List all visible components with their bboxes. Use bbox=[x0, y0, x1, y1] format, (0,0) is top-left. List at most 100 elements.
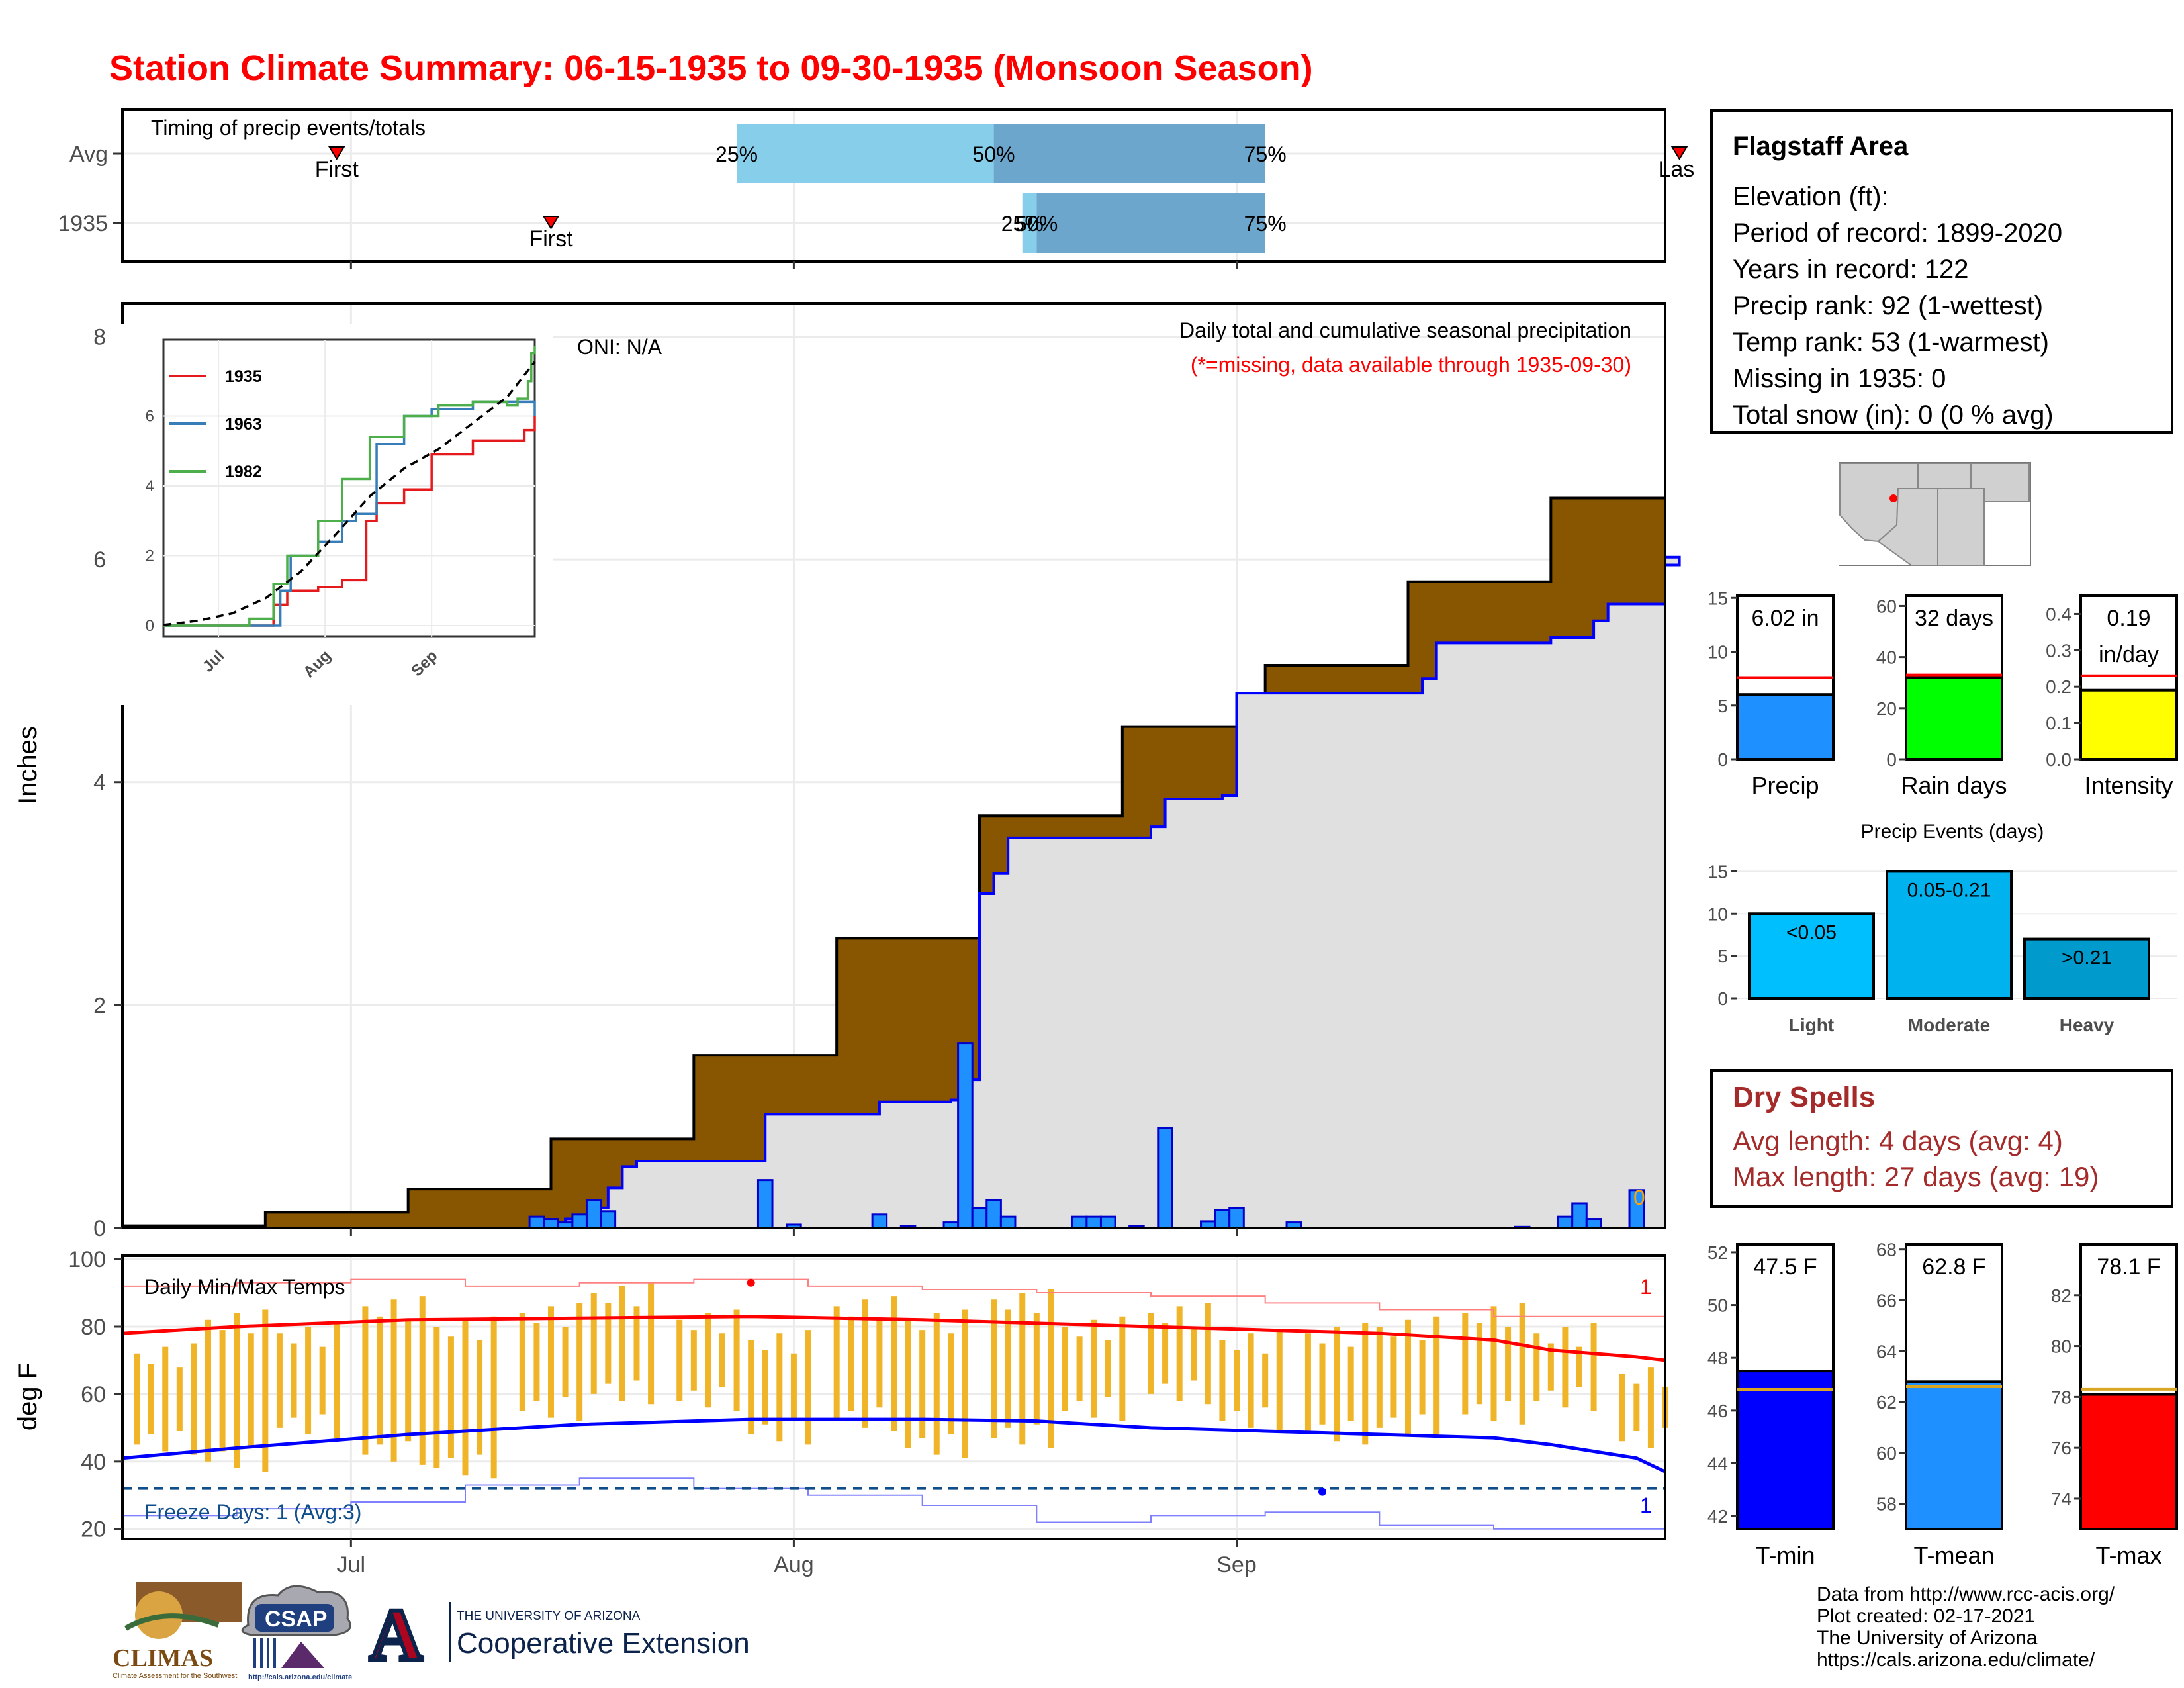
precip-total-value-bar bbox=[1736, 693, 1835, 761]
daily-precip-bar bbox=[1228, 1207, 1245, 1229]
tmean-ytick-label: 68 bbox=[1876, 1240, 1897, 1260]
events-category-label: Heavy bbox=[2060, 1015, 2115, 1035]
intensity-value-bar bbox=[2079, 688, 2178, 761]
month-tick-label: Jul bbox=[337, 1552, 365, 1577]
record-low-count: 1 bbox=[1640, 1493, 1652, 1517]
precip-events-chart: Precip Events (days) <0.05 Light 0.05-0.21 M… bbox=[1707, 821, 2177, 1035]
timing-p25-label: 25% bbox=[1001, 212, 1044, 236]
month-tick-label: Aug bbox=[774, 1552, 814, 1577]
precip-ytick-label: 8 bbox=[93, 324, 106, 350]
climas-logo: CLIMAS Climate Assessment for the Southw… bbox=[113, 1582, 242, 1680]
credit-line: Plot created: 02-17-2021 bbox=[1817, 1605, 2036, 1627]
tmax-value-label: 78.1 F bbox=[2097, 1254, 2160, 1280]
timing-last-label: Last bbox=[1658, 157, 1694, 182]
timing-row-label: 1935 bbox=[58, 211, 108, 236]
daily-precip-bar bbox=[971, 1207, 988, 1229]
daily-precip-bar bbox=[543, 1218, 559, 1229]
precip-frame bbox=[121, 302, 1666, 1229]
intensity-ytick-label: 0.2 bbox=[2046, 677, 2071, 697]
events-title: Precip Events (days) bbox=[1861, 821, 2044, 843]
credits: Data from http://www.rcc-acis.org/ Plot … bbox=[1817, 1583, 2115, 1671]
tmean-ytick-label: 58 bbox=[1876, 1494, 1897, 1515]
inset-ytick-label: 2 bbox=[146, 547, 154, 565]
precip-total-ytick-label: 0 bbox=[1717, 749, 1728, 770]
station-line: Precip rank: 92 (1-wettest) bbox=[1733, 291, 2044, 320]
tmax-ytick-label: 80 bbox=[2051, 1336, 2071, 1357]
daily-precip-bar bbox=[985, 1199, 1002, 1229]
oni-label: ONI: N/A bbox=[577, 335, 662, 359]
ua-logo-bg bbox=[371, 1599, 439, 1662]
record-low-marker bbox=[1318, 1487, 1326, 1496]
credit-line: Data from http://www.rcc-acis.org/ bbox=[1817, 1583, 2115, 1605]
tmax-value-bar bbox=[2079, 1393, 2178, 1530]
credit-line: The University of Arizona bbox=[1817, 1627, 2038, 1649]
station-line: Total snow (in): 0 (0 % avg) bbox=[1733, 400, 2054, 430]
dry-spells-avg: Avg length: 4 days (avg: 4) bbox=[1733, 1125, 2063, 1156]
events-bar-label: <0.05 bbox=[1786, 921, 1837, 943]
events-bar bbox=[1748, 912, 1875, 1000]
ua-name: THE UNIVERSITY OF ARIZONA bbox=[457, 1609, 641, 1623]
intensity-value-label: 0.19 bbox=[2107, 606, 2150, 631]
inset-series-line bbox=[163, 346, 536, 627]
events-category-label: Light bbox=[1789, 1015, 1834, 1035]
dry-spells-box: Dry Spells Avg length: 4 days (avg: 4) M… bbox=[1710, 1069, 2173, 1208]
daily-precip-bar bbox=[756, 1179, 774, 1229]
temp-ytick-label: 60 bbox=[81, 1382, 106, 1407]
station-info-box: Flagstaff Area Elevation (ft): Period of… bbox=[1710, 109, 2173, 434]
intensity-ytick-label: 0.4 bbox=[2046, 604, 2071, 624]
tmean-axis-label: T-mean bbox=[1913, 1542, 1994, 1569]
tmean-ytick-label: 62 bbox=[1876, 1392, 1897, 1413]
events-bar bbox=[1886, 870, 2013, 1000]
ua-logo: A THE UNIVERSITY OF ARIZONA Cooperative … bbox=[367, 1592, 750, 1678]
station-line: Years in record: 122 bbox=[1733, 255, 1969, 284]
map-state-newmexico bbox=[1937, 488, 1985, 566]
temp-ytick-label: 40 bbox=[81, 1450, 106, 1475]
events-bar bbox=[2023, 937, 2150, 1000]
timing-p50-label: 50% bbox=[973, 142, 1015, 166]
rain-days-ytick-label: 20 bbox=[1876, 698, 1897, 719]
tmax-ytick-label: 76 bbox=[2051, 1438, 2071, 1458]
precip-ytick-label: 2 bbox=[93, 993, 106, 1018]
season-cumulative-line bbox=[122, 555, 1681, 1229]
precip-ylabel: Inches bbox=[13, 726, 42, 804]
inset-legend-label: 1963 bbox=[225, 415, 262, 434]
timing-panel-label: Timing of precip events/totals bbox=[151, 116, 426, 140]
daily-precip-bar bbox=[1585, 1218, 1602, 1229]
temp-ytick-label: 100 bbox=[68, 1247, 106, 1272]
intensity-axis-label: Intensity bbox=[2084, 772, 2173, 799]
daily-precip-bar bbox=[1214, 1209, 1231, 1229]
events-ytick-label: 0 bbox=[1717, 988, 1728, 1009]
intensity-value-label-2: in/day bbox=[2099, 642, 2159, 667]
temp-panel-title: Daily Min/Max Temps bbox=[144, 1275, 345, 1299]
season-temps-chart: 42 44 46 48 50 52 47.5 F T-min 58 60 62 64 66 68 62.8 … bbox=[1707, 1240, 2178, 1569]
temperature-panel: 20 40 60 80 100 Jul Aug Sep deg F Daily Min/Max T… bbox=[13, 1247, 1668, 1577]
rain-days-axis-label: Rain days bbox=[1901, 772, 2007, 799]
tmax-ytick-label: 74 bbox=[2051, 1489, 2071, 1509]
rain-days-value-label: 32 days bbox=[1915, 606, 1993, 631]
events-ytick-label: 5 bbox=[1717, 946, 1728, 966]
main-chart-svg: 25%50%75%FirstLastAvg25%50%75%FirstLast1… bbox=[13, 108, 1694, 1577]
timing-first-marker bbox=[328, 146, 345, 160]
daily-precip-bar bbox=[1071, 1215, 1088, 1229]
ua-logo-letter: A bbox=[369, 1594, 423, 1676]
daily-precip-bar bbox=[999, 1215, 1017, 1229]
avg-max-line bbox=[122, 1315, 1666, 1362]
timing-first-label: First bbox=[315, 157, 359, 182]
station-line: Missing in 1935: 0 bbox=[1733, 364, 1946, 393]
timing-first-marker bbox=[542, 216, 560, 230]
map-state-northeast bbox=[1970, 463, 2030, 502]
season-cumulative-area bbox=[122, 557, 1680, 1228]
tmean-ytick-label: 66 bbox=[1876, 1290, 1897, 1311]
tmean-value-bar bbox=[1905, 1380, 2003, 1530]
station-location-marker bbox=[1889, 494, 1897, 502]
daily-precip-bar bbox=[1157, 1127, 1173, 1229]
tmax-axis-label: T-max bbox=[2095, 1542, 2161, 1569]
precip-missing-note: (*=missing, data available through 1935-… bbox=[1191, 353, 1631, 377]
intensity-ytick-label: 0.1 bbox=[2046, 713, 2071, 733]
timing-p75-label: 75% bbox=[1244, 142, 1287, 166]
record-high-count: 1 bbox=[1640, 1275, 1652, 1299]
precip-panel: 0 2 4 6 8 Inches Daily total and cumulative se… bbox=[13, 302, 1681, 1241]
csap-rain-lines bbox=[253, 1638, 276, 1668]
daily-precip-bar bbox=[1557, 1215, 1574, 1229]
precip-total-ytick-label: 15 bbox=[1707, 588, 1728, 608]
